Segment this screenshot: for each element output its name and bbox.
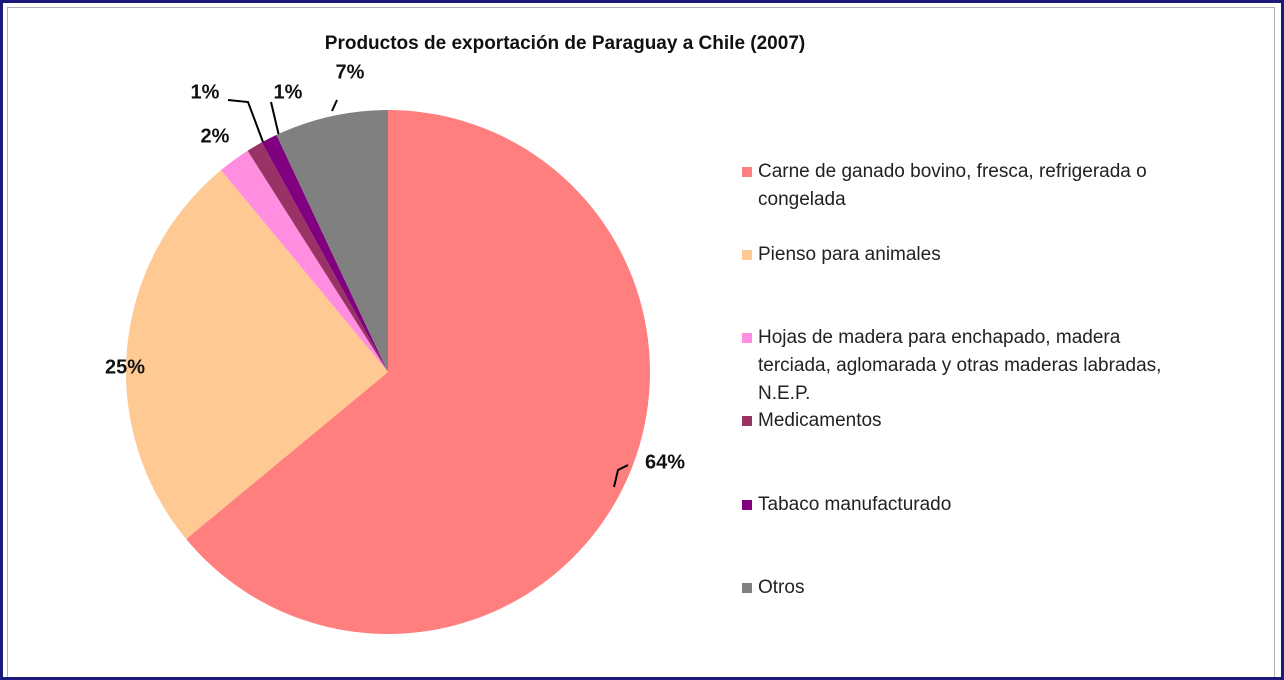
data-label: 7% [336,61,365,83]
legend-label: Carne de ganado bovino, fresca, refriger… [758,161,1147,210]
pie-slice [186,110,650,634]
legend-label: Tabaco manufacturado [758,494,952,515]
legend-swatch [742,500,752,510]
legend-swatch [742,416,752,426]
legend-label: Medicamentos [758,410,882,431]
legend-swatch [742,250,752,260]
legend-label: Hojas de madera para enchapado, madera t… [758,327,1162,404]
data-label: 2% [201,125,230,147]
pie-slice [276,110,388,372]
data-label: 1% [191,81,220,103]
leader-line [227,99,264,143]
data-label: 25% [105,356,145,378]
legend-swatch [742,333,752,343]
data-label: 1% [274,81,303,103]
chart-area [7,7,1275,677]
legend-swatch [742,167,752,177]
data-label: 64% [645,451,685,473]
leader-line [331,99,338,112]
legend-label: Pienso para animales [758,244,941,265]
leader-line [613,464,629,488]
pie-slice [126,170,389,540]
legend-swatch [742,583,752,593]
leader-line [270,101,280,137]
pie-slice [261,134,388,372]
pie-slice [220,150,388,372]
chart-title: Productos de exportación de Paraguay a C… [325,33,805,54]
legend-label: Otros [758,577,805,598]
pie-slice [247,142,388,372]
